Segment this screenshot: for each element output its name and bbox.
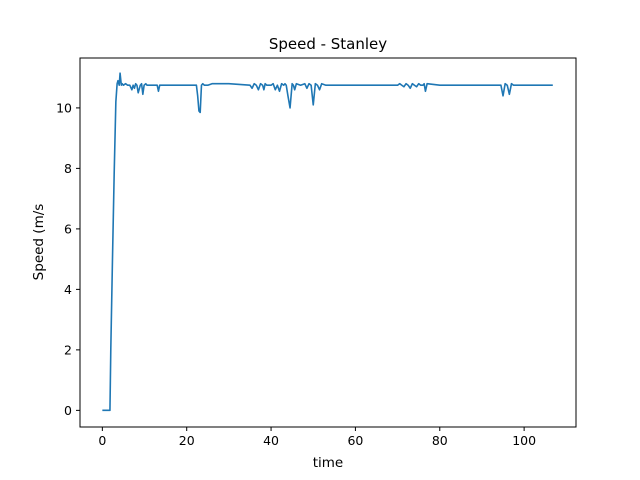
y-tick-label: 4 — [64, 282, 72, 297]
chart-title: Speed - Stanley — [269, 35, 387, 53]
x-tick-label: 60 — [347, 433, 363, 448]
x-axis: 0 20 40 60 80 100 — [98, 427, 536, 448]
y-tick-label: 8 — [64, 161, 72, 176]
x-axis-label: time — [313, 455, 344, 471]
y-tick-label: 10 — [56, 100, 72, 115]
x-tick-label: 40 — [263, 433, 279, 448]
plot-frame — [79, 57, 577, 428]
x-tick-label: 20 — [179, 433, 195, 448]
speed-series-line — [102, 72, 553, 412]
y-tick-label: 0 — [64, 403, 72, 418]
y-tick-label: 2 — [64, 342, 72, 357]
plot-area — [102, 72, 553, 412]
y-tick-label: 6 — [64, 221, 72, 236]
y-axis: 0 2 4 6 8 10 — [56, 100, 80, 418]
y-axis-label: Speed (m/s — [31, 204, 47, 281]
x-tick-label: 80 — [432, 433, 448, 448]
x-tick-label: 0 — [98, 433, 106, 448]
x-tick-label: 100 — [512, 433, 536, 448]
